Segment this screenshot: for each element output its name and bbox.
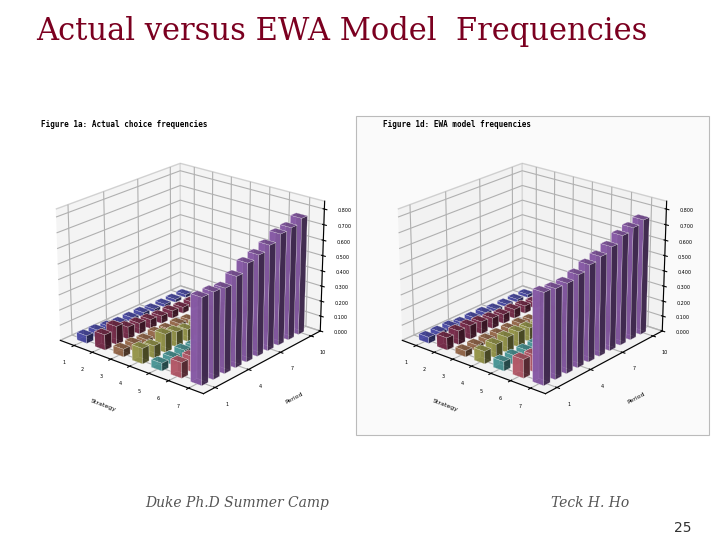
Text: Teck H. Ho: Teck H. Ho: [552, 496, 629, 510]
Text: Figure 1d: EWA model frequencies: Figure 1d: EWA model frequencies: [383, 120, 531, 129]
Text: Actual versus EWA Model  Frequencies: Actual versus EWA Model Frequencies: [36, 16, 647, 47]
X-axis label: Strategy: Strategy: [432, 399, 459, 413]
Text: Figure 1a: Actual choice frequencies: Figure 1a: Actual choice frequencies: [41, 120, 208, 129]
Y-axis label: Period: Period: [285, 391, 305, 405]
Y-axis label: Period: Period: [627, 391, 647, 405]
X-axis label: Strategy: Strategy: [90, 399, 117, 413]
Text: 25: 25: [674, 521, 691, 535]
Text: Duke Ph.D Summer Camp: Duke Ph.D Summer Camp: [145, 496, 330, 510]
